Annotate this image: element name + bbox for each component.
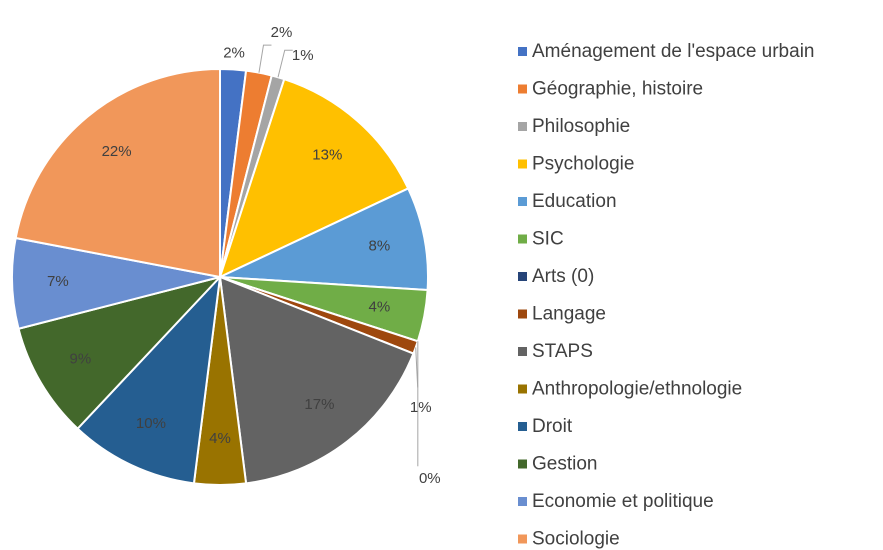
legend-swatch — [518, 122, 527, 131]
legend-label: Sociologie — [532, 529, 620, 550]
data-label: 13% — [312, 146, 342, 163]
pie-slice — [218, 77, 410, 279]
legend-label: SIC — [532, 229, 564, 250]
legend-label: Philosophie — [532, 116, 630, 137]
data-label: 22% — [102, 143, 132, 160]
legend-label: Langage — [532, 304, 606, 325]
legend-swatch — [518, 497, 527, 506]
legend-label: Education — [532, 191, 617, 212]
data-label: 1% — [410, 399, 432, 416]
legend-swatch — [518, 234, 527, 244]
legend-swatch — [518, 84, 527, 94]
pie-slice — [76, 274, 222, 485]
legend-swatch — [518, 309, 527, 319]
legend-swatch — [518, 272, 527, 281]
data-label: 9% — [70, 351, 92, 368]
leader-line — [277, 49, 293, 78]
pie-slice — [14, 67, 221, 279]
legend-label: Economie et politique — [532, 491, 714, 512]
legend-label: Aménagement de l'espace urbain — [532, 41, 814, 62]
legend-label: Arts (0) — [532, 266, 594, 287]
data-label: 2% — [223, 44, 245, 61]
data-label: 8% — [369, 238, 391, 255]
data-label: 4% — [369, 298, 391, 315]
legend-swatch — [518, 159, 527, 169]
legend-swatch — [518, 384, 527, 394]
legend-swatch — [518, 47, 527, 56]
leader-line — [258, 44, 272, 73]
pie-slice — [219, 187, 429, 292]
legend-swatch — [518, 197, 527, 206]
data-label: 1% — [292, 47, 314, 64]
legend-swatch — [518, 459, 527, 469]
legend-swatch — [518, 347, 527, 356]
legend-label: Psychologie — [532, 154, 634, 175]
legend-label: STAPS — [532, 341, 593, 362]
legend-label: Droit — [532, 416, 573, 437]
data-label: 0% — [419, 470, 441, 487]
pie-slice — [17, 275, 224, 431]
legend-swatch — [518, 534, 527, 544]
data-label: 7% — [47, 273, 69, 290]
data-label: 2% — [271, 24, 293, 41]
data-label: 10% — [136, 415, 166, 432]
data-label: 17% — [304, 396, 334, 413]
legend-label: Gestion — [532, 454, 597, 475]
legend-label: Anthropologie/ethnologie — [532, 379, 742, 400]
pie-slice — [218, 275, 415, 485]
data-label: 4% — [209, 430, 231, 447]
legend-swatch — [518, 422, 527, 431]
leader-line — [415, 347, 419, 388]
legend-label: Géographie, histoire — [532, 79, 703, 100]
